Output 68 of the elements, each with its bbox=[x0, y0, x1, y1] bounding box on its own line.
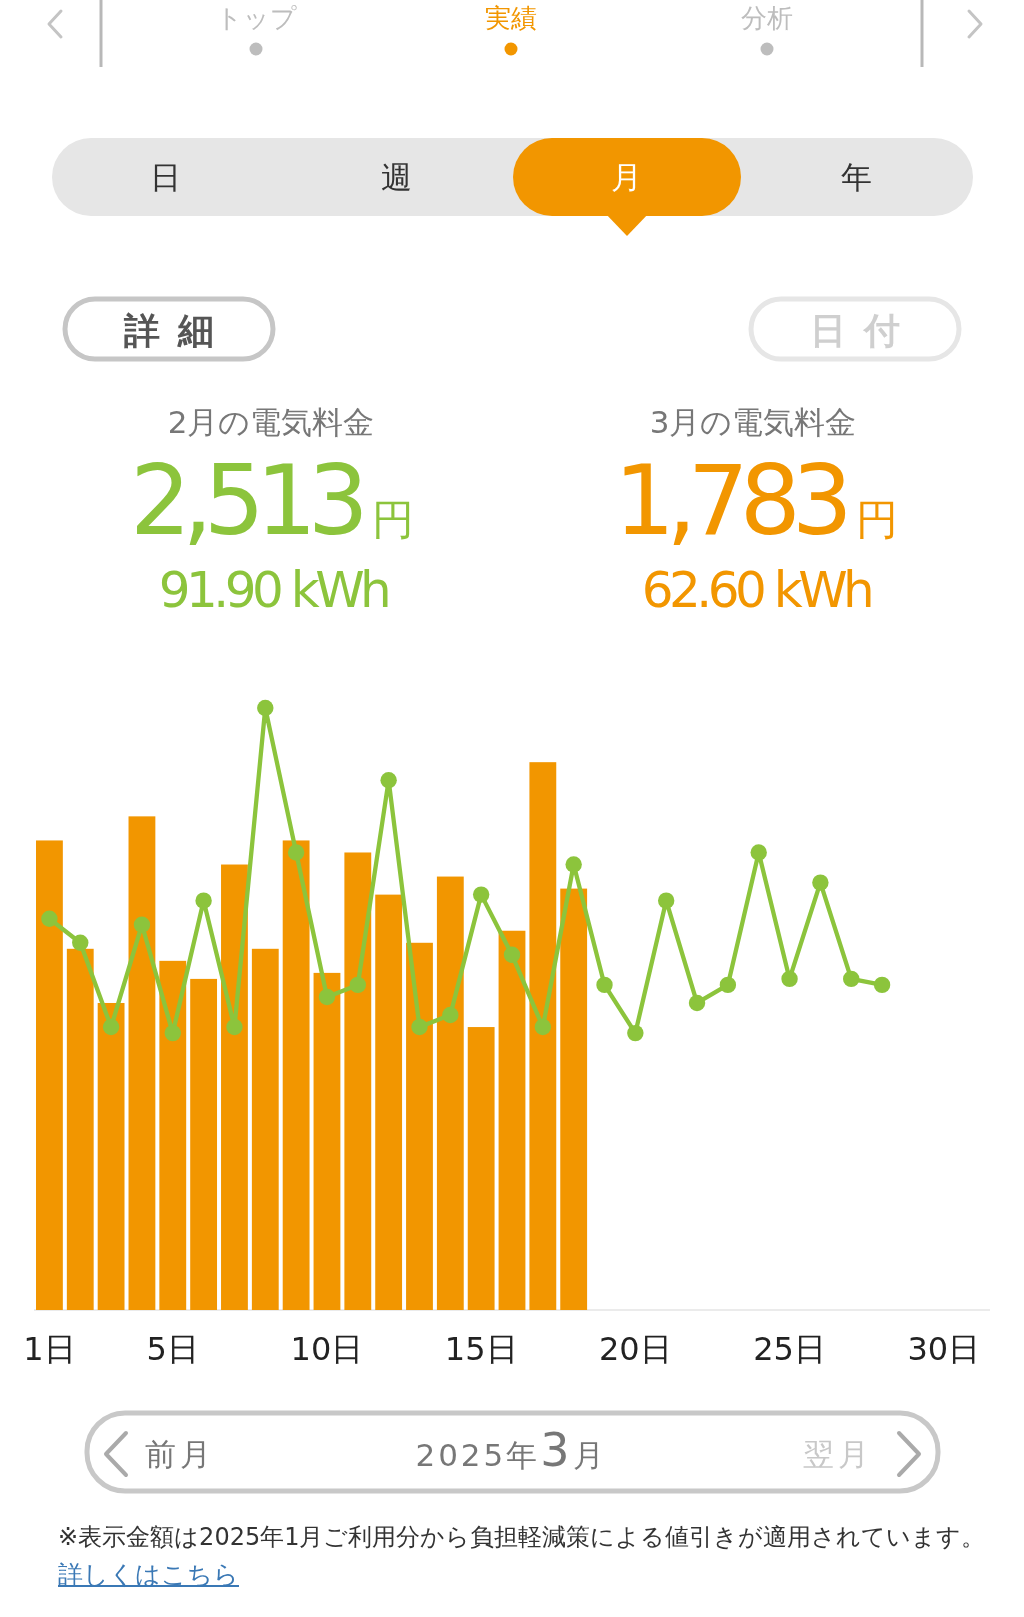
point bbox=[534, 1018, 552, 1036]
point bbox=[627, 1024, 644, 1042]
bar bbox=[282, 840, 310, 1310]
bar bbox=[159, 960, 187, 1310]
text: 分析 bbox=[741, 3, 793, 33]
point bbox=[565, 856, 582, 873]
bar bbox=[313, 972, 341, 1310]
bar bbox=[128, 816, 156, 1310]
text: ※表示金額は2025年1月ご利用分から負担軽減策による値引きが適用されています。 bbox=[58, 1522, 986, 1553]
text: 年 bbox=[840, 159, 872, 195]
point bbox=[688, 994, 706, 1012]
text: 実績 bbox=[485, 3, 537, 33]
x-tick-label: 5日 bbox=[146, 1330, 199, 1368]
x-tick-label: 1日 bbox=[23, 1330, 76, 1368]
point bbox=[133, 916, 151, 933]
point bbox=[657, 892, 675, 909]
point bbox=[380, 772, 397, 789]
text: 前月 bbox=[145, 1436, 215, 1472]
x-tick-label: 10日 bbox=[290, 1330, 364, 1368]
text: 日 bbox=[149, 159, 181, 195]
point bbox=[41, 910, 58, 927]
bar bbox=[375, 894, 403, 1310]
bar bbox=[190, 978, 218, 1310]
point bbox=[287, 844, 305, 861]
text: 週 bbox=[380, 159, 412, 195]
bar bbox=[498, 930, 526, 1310]
point bbox=[719, 976, 737, 994]
point bbox=[72, 934, 89, 951]
text: 詳しくはこちら bbox=[58, 1559, 239, 1591]
bar bbox=[221, 864, 248, 1310]
text: 62.60 kWh bbox=[641, 561, 872, 619]
point bbox=[472, 886, 490, 903]
point bbox=[318, 988, 336, 1006]
point bbox=[843, 970, 860, 988]
bar bbox=[344, 852, 372, 1310]
bar bbox=[406, 942, 433, 1310]
text: 91.90 kWh bbox=[158, 561, 389, 619]
bar bbox=[251, 948, 279, 1310]
text: トップ bbox=[215, 3, 297, 33]
x-tick-label: 30日 bbox=[907, 1330, 981, 1368]
point bbox=[411, 1018, 428, 1036]
point bbox=[349, 976, 367, 994]
text: 3月の電気料金 bbox=[649, 404, 857, 440]
bar bbox=[529, 762, 557, 1310]
bar bbox=[467, 1027, 495, 1310]
point bbox=[442, 1006, 459, 1024]
x-tick-label: 20日 bbox=[599, 1330, 672, 1368]
x-tick-label: 25日 bbox=[753, 1330, 826, 1368]
text: 詳細 bbox=[123, 310, 232, 351]
x-tick-label: 15日 bbox=[444, 1330, 518, 1368]
text: 2月の電気料金 bbox=[167, 404, 375, 440]
point bbox=[503, 946, 521, 964]
bar bbox=[36, 840, 63, 1310]
point bbox=[596, 976, 613, 994]
point bbox=[257, 699, 274, 717]
bar bbox=[560, 888, 588, 1310]
bar bbox=[97, 1002, 125, 1310]
point bbox=[226, 1018, 243, 1036]
bar bbox=[436, 876, 464, 1310]
point bbox=[812, 874, 829, 891]
point bbox=[195, 892, 212, 909]
point bbox=[781, 970, 798, 988]
point bbox=[164, 1024, 181, 1042]
point bbox=[873, 976, 891, 994]
point bbox=[102, 1018, 120, 1036]
bar bbox=[66, 948, 94, 1310]
point bbox=[750, 844, 767, 861]
text: 月 bbox=[610, 159, 642, 195]
